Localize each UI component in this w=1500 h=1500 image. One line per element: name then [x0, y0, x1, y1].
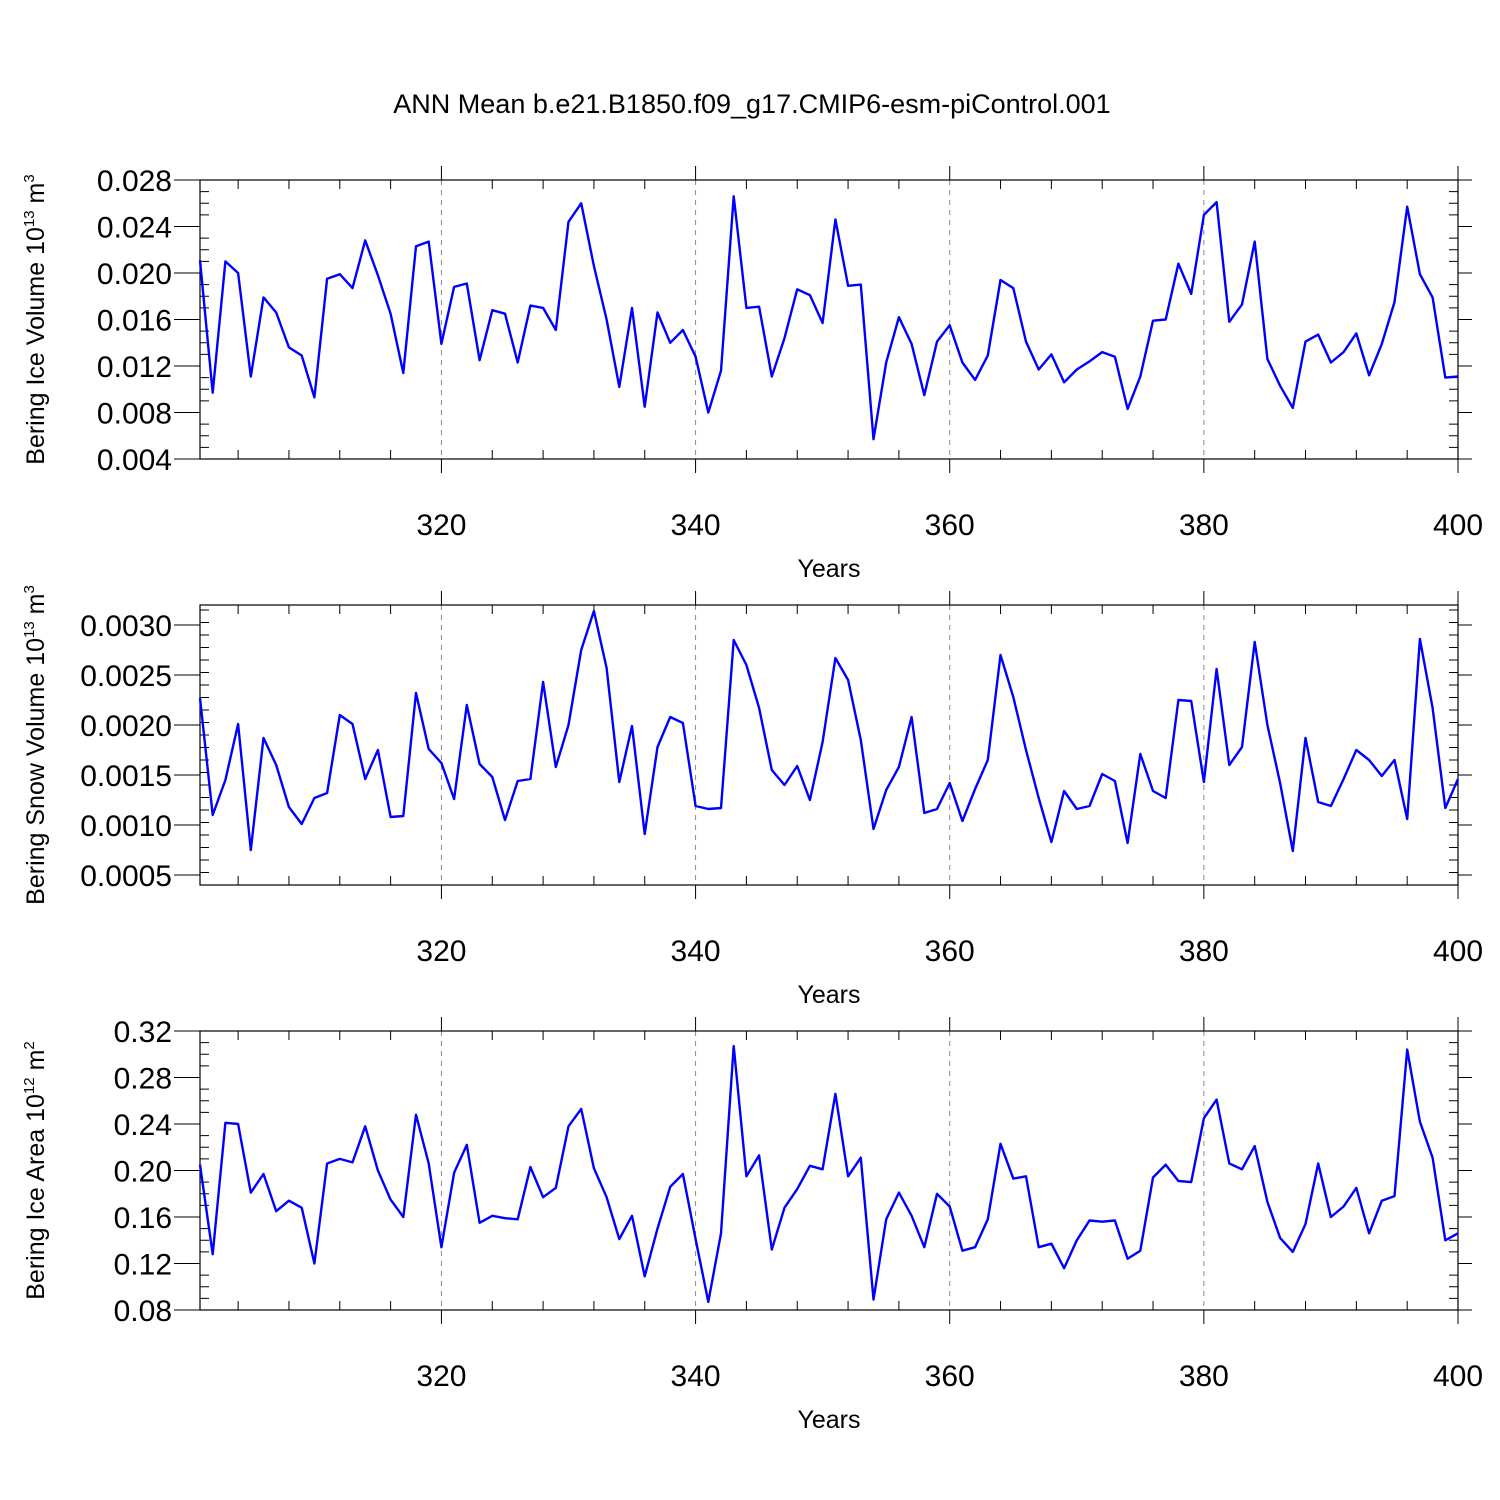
data-line	[198, 609, 1460, 853]
y-tick-label: 0.28	[114, 1063, 172, 1096]
figure-title: ANN Mean b.e21.B1850.f09_g17.CMIP6-esm-p…	[393, 89, 1110, 119]
x-tick-label: 380	[1179, 935, 1229, 968]
x-tick-label: 380	[1179, 1360, 1229, 1393]
x-tick-label: 400	[1433, 935, 1483, 968]
x-tick-label: 320	[416, 935, 466, 968]
y-tick-label: 0.0010	[80, 810, 172, 843]
y-axis-label: Bering Ice Area 1012 m2	[21, 1041, 50, 1300]
x-axis-label: Years	[797, 981, 860, 1009]
y-tick-label: 0.20	[114, 1156, 172, 1189]
y-tick-label: 0.016	[97, 305, 172, 338]
x-tick-label: 320	[416, 509, 466, 542]
data-line	[198, 1044, 1459, 1304]
y-tick-label: 0.32	[114, 1016, 172, 1049]
y-tick-label: 0.008	[97, 398, 172, 431]
y-tick-label: 0.0015	[80, 760, 172, 793]
plot-frame	[199, 604, 1459, 886]
y-tick-label: 0.12	[114, 1249, 172, 1282]
y-tick-label: 0.012	[97, 351, 172, 384]
plot-frame	[199, 1030, 1459, 1311]
plot-frame	[199, 179, 1459, 460]
x-tick-label: 380	[1179, 509, 1229, 542]
x-tick-label: 340	[671, 935, 721, 968]
y-tick-label: 0.24	[114, 1109, 172, 1142]
y-tick-label: 0.020	[97, 258, 172, 291]
y-tick-label: 0.0005	[80, 860, 172, 893]
x-axis-label: Years	[797, 1406, 860, 1434]
y-tick-label: 0.0020	[80, 710, 172, 743]
x-tick-label: 400	[1433, 509, 1483, 542]
x-tick-label: 360	[925, 1360, 975, 1393]
x-tick-label: 360	[925, 509, 975, 542]
y-tick-label: 0.08	[114, 1295, 172, 1328]
panel-2: 320 340 360 380 400 0.0005 0.0010 0.0015 0.0020 0…	[21, 585, 1483, 1009]
y-tick-label: 0.028	[97, 165, 172, 198]
y-tick-label: 0.0025	[80, 660, 172, 693]
y-axis-label: Bering Snow Volume 1013 m3	[21, 585, 50, 905]
y-axis-label: Bering Ice Volume 1013 m3	[21, 174, 50, 464]
x-tick-label: 400	[1433, 1360, 1483, 1393]
y-tick-label: 0.024	[97, 212, 172, 245]
y-tick-label: 0.16	[114, 1202, 172, 1235]
x-tick-label: 360	[925, 935, 975, 968]
panel-1: 320 340 360 380 400 0.004 0.008 0.012 0.016 0.020…	[21, 165, 1483, 583]
x-tick-label: 340	[671, 1360, 721, 1393]
y-tick-label: 0.0030	[80, 610, 172, 643]
panel-3: 320 340 360 380 400 0.08 0.12 0.16 0.20 0.24 0.28 0…	[21, 1016, 1483, 1434]
x-tick-label: 320	[416, 1360, 466, 1393]
x-axis-label: Years	[797, 555, 860, 583]
data-line	[198, 195, 1459, 441]
panels: 320 340 360 380 400 0.004 0.008 0.012 0.016 0.020…	[21, 165, 1483, 1434]
x-tick-label: 340	[671, 509, 721, 542]
y-tick-label: 0.004	[97, 444, 172, 477]
